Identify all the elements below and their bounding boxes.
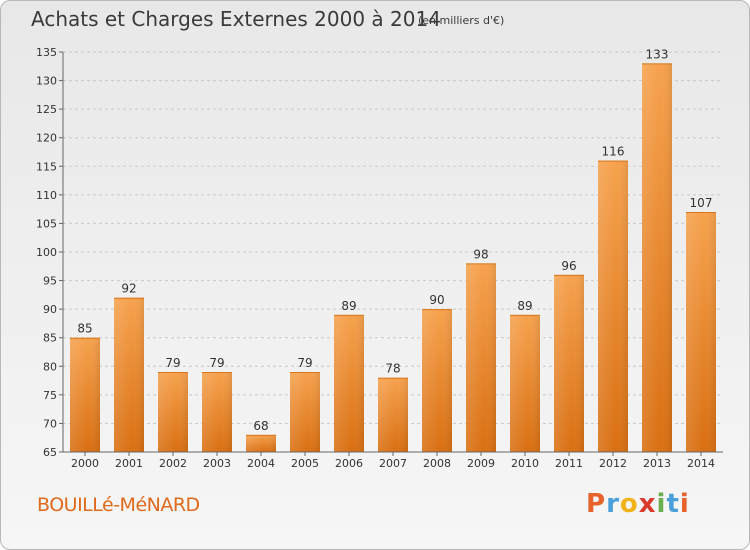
bar-shine [202, 372, 232, 452]
value-label-2003: 79 [209, 356, 224, 370]
value-label-2014: 107 [690, 196, 713, 210]
bar-shine [158, 372, 188, 452]
x-tick-label-2007: 2007 [379, 457, 407, 470]
bar-shine [510, 314, 540, 452]
value-label-2010: 89 [517, 299, 532, 313]
bar-shine [554, 274, 584, 452]
x-tick-label-2008: 2008 [423, 457, 451, 470]
brand-letter: t [666, 489, 680, 519]
y-tick-label: 105 [36, 217, 57, 230]
x-tick-label-2011: 2011 [555, 457, 583, 470]
bar-shine [422, 309, 452, 452]
brand-letter: i [656, 489, 667, 519]
x-tick-label-2003: 2003 [203, 457, 231, 470]
y-tick-label: 130 [36, 75, 57, 88]
x-tick-label-2004: 2004 [247, 457, 275, 470]
y-tick-label: 125 [36, 103, 57, 116]
bars [70, 63, 716, 453]
bar-shine [642, 63, 672, 453]
y-tick-label: 115 [36, 160, 57, 173]
y-tick-label: 100 [36, 246, 57, 259]
bar-shine [466, 263, 496, 452]
bar-shine [114, 297, 144, 452]
y-tick-label: 70 [43, 417, 57, 430]
value-label-2009: 98 [473, 247, 488, 261]
value-label-2002: 79 [165, 356, 180, 370]
chart-subtitle: (en milliers d'€) [418, 14, 505, 27]
value-label-2007: 78 [385, 362, 400, 376]
x-tick-label-2012: 2012 [599, 457, 627, 470]
y-tick-label: 120 [36, 132, 57, 145]
bar-shine [290, 372, 320, 452]
value-label-2013: 133 [646, 47, 669, 61]
value-label-2006: 89 [341, 299, 356, 313]
x-tick-label-2002: 2002 [159, 457, 187, 470]
brand-letter: o [619, 489, 639, 519]
labels: 65 70 75 80 85 90 95 100 105 110 115 120 125 130 135 85… [36, 46, 715, 470]
y-tick-label: 75 [43, 389, 57, 402]
x-tick-label-2006: 2006 [335, 457, 363, 470]
value-label-2004: 68 [253, 419, 268, 433]
bar-shine [70, 337, 100, 452]
bar-shine [686, 212, 716, 452]
brand-letter: i [679, 489, 690, 519]
y-tick-label: 95 [43, 275, 57, 288]
axes [59, 51, 723, 456]
bar-shine [598, 160, 628, 453]
y-tick-label: 65 [43, 446, 57, 459]
x-tick-label-2014: 2014 [687, 457, 715, 470]
value-label-2008: 90 [429, 293, 444, 307]
x-tick-label-2013: 2013 [643, 457, 671, 470]
bar-shine [378, 377, 408, 452]
value-label-2012: 116 [602, 145, 625, 159]
bar-shine [246, 434, 276, 452]
y-tick-label: 85 [43, 332, 57, 345]
x-tick-label-2005: 2005 [291, 457, 319, 470]
y-tick-label: 80 [43, 360, 57, 373]
y-tick-label: 90 [43, 303, 57, 316]
value-label-2001: 92 [121, 282, 136, 296]
value-label-2005: 79 [297, 356, 312, 370]
bar-shine [334, 314, 364, 452]
x-tick-label-2010: 2010 [511, 457, 539, 470]
chart-title: Achats et Charges Externes 2000 à 2014 [31, 7, 441, 31]
brand-letter: r [606, 489, 620, 519]
x-tick-label-2000: 2000 [71, 457, 99, 470]
brand-letter: x [638, 489, 657, 519]
location-name: BOUILLé-MéNARD [37, 494, 200, 516]
brand-letter: P [586, 489, 607, 519]
value-label-2011: 96 [561, 259, 576, 273]
y-tick-label: 110 [36, 189, 57, 202]
value-label-2000: 85 [77, 322, 92, 336]
x-tick-label-2009: 2009 [467, 457, 495, 470]
x-tick-label-2001: 2001 [115, 457, 143, 470]
y-tick-label: 135 [36, 46, 57, 59]
brand-logo: Proxiti [586, 489, 690, 519]
